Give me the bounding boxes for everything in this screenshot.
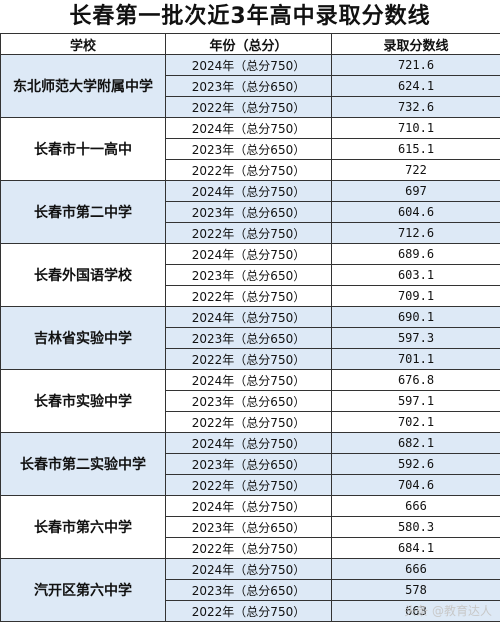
year-cell: 2022年（总分750）: [165, 600, 332, 622]
score-cell: 722: [331, 159, 500, 181]
school-name-cell: 汽开区第六中学: [0, 558, 166, 622]
table-row: 2023年（总分650） 597.3: [1, 327, 500, 349]
year-cell: 2022年（总分750）: [165, 159, 332, 181]
year-cell: 2024年（总分750）: [165, 54, 332, 76]
year-cell: 2024年（总分750）: [165, 243, 332, 265]
school-name-cell: 吉林省实验中学: [0, 306, 166, 370]
year-cell: 2022年（总分750）: [165, 411, 332, 433]
table-row: 2022年（总分750） 732.6: [1, 96, 500, 118]
score-cell: 597.1: [331, 390, 500, 412]
table-row: 长春市第二中学 2024年（总分750） 697: [0, 180, 500, 244]
year-cell: 2022年（总分750）: [165, 222, 332, 244]
year-cell: 2022年（总分750）: [165, 96, 332, 118]
score-cell: 704.6: [331, 474, 500, 496]
score-cell: 684.1: [331, 537, 500, 559]
page-title: 长春第一批次近3年高中录取分数线: [0, 0, 500, 33]
year-cell: 2024年（总分750）: [165, 117, 332, 139]
score-cell: 721.6: [331, 54, 500, 76]
table-row: 2022年（总分750） 712.6: [1, 222, 500, 244]
score-cell: 666: [331, 558, 500, 580]
year-cell: 2023年（总分650）: [165, 138, 332, 160]
year-cell: 2023年（总分650）: [165, 327, 332, 349]
table-header-row: 学校 年份（总分） 录取分数线: [0, 33, 500, 55]
score-cell: 580.3: [331, 516, 500, 538]
table-row: 汽开区第六中学 2024年（总分750） 666: [0, 558, 500, 622]
year-cell: 2023年（总分650）: [165, 75, 332, 97]
year-cell: 2024年（总分750）: [165, 558, 332, 580]
year-cell: 2023年（总分650）: [165, 390, 332, 412]
score-cell: 701.1: [331, 348, 500, 370]
score-cell: 689.6: [331, 243, 500, 265]
table-row: 长春市十一高中 2024年（总分750） 710.1: [0, 117, 500, 181]
score-cell: 624.1: [331, 75, 500, 97]
score-cell: 682.1: [331, 432, 500, 454]
school-name-cell: 长春市实验中学: [0, 369, 166, 433]
score-cell: 603.1: [331, 264, 500, 286]
score-cell: 676.8: [331, 369, 500, 391]
year-cell: 2022年（总分750）: [165, 537, 332, 559]
year-cell: 2023年（总分650）: [165, 453, 332, 475]
school-name-cell: 长春市第二实验中学: [0, 432, 166, 496]
school-name-cell: 长春市第六中学: [0, 495, 166, 559]
table-row: 长春外国语学校 2024年（总分750） 689.6: [0, 243, 500, 307]
table-row: 2022年（总分750） 722: [1, 159, 500, 181]
table-row: 2023年（总分650） 597.1: [1, 390, 500, 412]
table-row: 2023年（总分650） 624.1: [1, 75, 500, 97]
score-cell: 604.6: [331, 201, 500, 223]
year-cell: 2024年（总分750）: [165, 180, 332, 202]
year-cell: 2022年（总分750）: [165, 285, 332, 307]
score-cell: 697: [331, 180, 500, 202]
table-row: 2023年（总分650） 604.6: [1, 201, 500, 223]
table-row: 2023年（总分650） 578: [1, 579, 500, 601]
score-cell: 712.6: [331, 222, 500, 244]
score-cell: 709.1: [331, 285, 500, 307]
score-cell: 592.6: [331, 453, 500, 475]
score-cell: 732.6: [331, 96, 500, 118]
table-row: 长春市实验中学 2024年（总分750） 676.8: [0, 369, 500, 433]
year-cell: 2023年（总分650）: [165, 579, 332, 601]
header-school: 学校: [0, 33, 166, 55]
year-cell: 2024年（总分750）: [165, 306, 332, 328]
table-body: 东北师范大学附属中学 2024年（总分750） 721.6 2023年（总分650） 6…: [0, 54, 500, 622]
year-cell: 2024年（总分750）: [165, 369, 332, 391]
year-cell: 2024年（总分750）: [165, 495, 332, 517]
school-name-cell: 长春外国语学校: [0, 243, 166, 307]
score-cell: 578: [331, 579, 500, 601]
school-name-cell: 长春市第二中学: [0, 180, 166, 244]
year-cell: 2022年（总分750）: [165, 348, 332, 370]
header-year: 年份（总分）: [165, 33, 332, 55]
year-cell: 2023年（总分650）: [165, 264, 332, 286]
table-row: 2022年（总分750） 663: [1, 600, 500, 622]
score-cell: 615.1: [331, 138, 500, 160]
table-row: 东北师范大学附属中学 2024年（总分750） 721.6: [0, 54, 500, 118]
school-name-cell: 长春市十一高中: [0, 117, 166, 181]
score-cell: 666: [331, 495, 500, 517]
score-cell: 690.1: [331, 306, 500, 328]
admission-score-table: 学校 年份（总分） 录取分数线 东北师范大学附属中学 2024年（总分750） 72…: [0, 33, 500, 622]
watermark: 头条 @教育达人: [404, 604, 492, 618]
table-row: 吉林省实验中学 2024年（总分750） 690.1: [0, 306, 500, 370]
year-cell: 2023年（总分650）: [165, 201, 332, 223]
header-score: 录取分数线: [331, 33, 500, 55]
table-row: 长春市第二实验中学 2024年（总分750） 682.1: [0, 432, 500, 496]
year-cell: 2024年（总分750）: [165, 432, 332, 454]
score-cell: 710.1: [331, 117, 500, 139]
school-name-cell: 东北师范大学附属中学: [0, 54, 166, 118]
year-cell: 2023年（总分650）: [165, 516, 332, 538]
score-cell: 663: [331, 600, 500, 622]
score-cell: 702.1: [331, 411, 500, 433]
year-cell: 2022年（总分750）: [165, 474, 332, 496]
score-cell: 597.3: [331, 327, 500, 349]
table-row: 长春市第六中学 2024年（总分750） 666: [0, 495, 500, 559]
table-row: 2022年（总分750） 684.1: [1, 537, 500, 559]
